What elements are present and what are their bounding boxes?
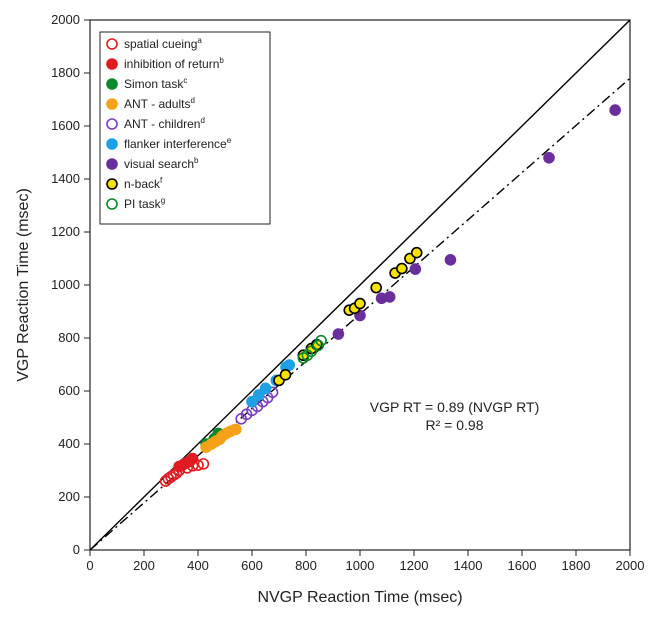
y-tick-label: 1000 — [51, 277, 80, 292]
x-tick-label: 600 — [241, 558, 263, 573]
y-tick-label: 1200 — [51, 224, 80, 239]
x-tick-label: 200 — [133, 558, 155, 573]
legend-label: flanker interferencee — [124, 136, 232, 151]
legend-label: ANT - childrend — [124, 116, 205, 131]
legend-marker — [107, 59, 117, 69]
x-tick-label: 800 — [295, 558, 317, 573]
legend-label: visual searchb — [124, 156, 199, 171]
legend-marker — [107, 99, 117, 109]
fit-annotation: R² = 0.98 — [426, 417, 484, 433]
y-tick-label: 600 — [58, 383, 80, 398]
data-point — [544, 153, 554, 163]
x-tick-label: 1200 — [400, 558, 429, 573]
y-tick-label: 2000 — [51, 12, 80, 27]
y-tick-label: 200 — [58, 489, 80, 504]
legend-marker — [107, 159, 117, 169]
data-point — [397, 264, 407, 274]
y-tick-label: 1600 — [51, 118, 80, 133]
scatter-chart: 0 200 400 600 800 1000 1200 1400 1600 1800 2000 0 20… — [0, 0, 658, 620]
legend-marker — [107, 179, 117, 189]
legend-label: n-backf — [124, 176, 163, 191]
data-point — [371, 283, 381, 293]
x-tick-label: 1800 — [562, 558, 591, 573]
y-tick-label: 0 — [73, 542, 80, 557]
x-tick-label: 400 — [187, 558, 209, 573]
data-point — [284, 360, 294, 370]
legend-label: Simon taskc — [124, 76, 187, 91]
legend-marker — [107, 139, 117, 149]
data-point — [261, 383, 271, 393]
data-point — [280, 370, 290, 380]
chart-svg: 0 200 400 600 800 1000 1200 1400 1600 1800 2000 0 20… — [0, 0, 658, 620]
y-axis-label: VGP Reaction Time (msec) — [15, 188, 32, 382]
x-tick-label: 1000 — [346, 558, 375, 573]
data-point — [445, 255, 455, 265]
legend-label: PI taskg — [124, 196, 165, 211]
y-tick-label: 1400 — [51, 171, 80, 186]
data-point — [412, 248, 422, 258]
x-tick-label: 1600 — [508, 558, 537, 573]
data-point — [385, 292, 395, 302]
fit-annotation: VGP RT = 0.89 (NVGP RT) — [370, 399, 540, 415]
data-point — [355, 299, 365, 309]
legend-marker — [107, 79, 117, 89]
x-tick-label: 2000 — [616, 558, 645, 573]
data-point — [333, 329, 343, 339]
y-tick-label: 1800 — [51, 65, 80, 80]
data-point — [610, 105, 620, 115]
y-tick-label: 800 — [58, 330, 80, 345]
x-tick-label: 0 — [86, 558, 93, 573]
legend-label: spatial cueinga — [124, 36, 202, 51]
y-tick-label: 400 — [58, 436, 80, 451]
legend-label: inhibition of returnb — [124, 56, 224, 71]
x-tick-label: 1400 — [454, 558, 483, 573]
data-point — [410, 264, 420, 274]
data-point — [231, 424, 241, 434]
x-axis-label: NVGP Reaction Time (msec) — [257, 589, 462, 606]
legend-label: ANT - adultsd — [124, 96, 195, 111]
data-point — [188, 454, 198, 464]
